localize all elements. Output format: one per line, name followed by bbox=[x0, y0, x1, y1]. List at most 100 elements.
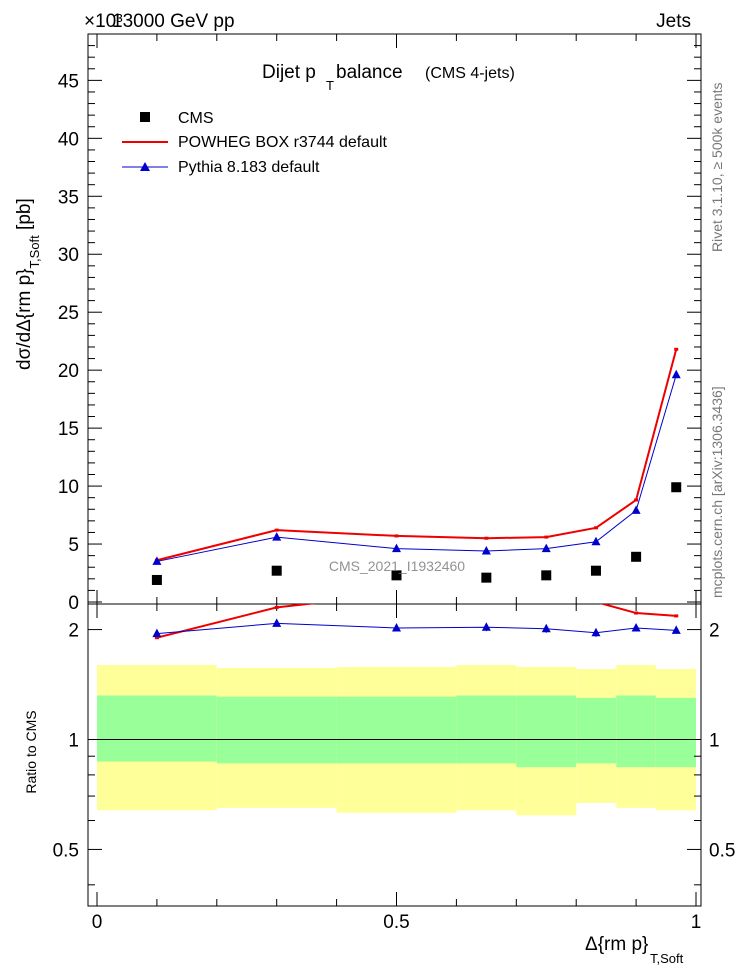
pythia-line bbox=[156, 374, 677, 562]
legend-label-cms: CMS bbox=[178, 110, 214, 127]
rivet-text: Rivet 3.1.10, ≥ 500k events bbox=[709, 82, 725, 252]
legend-marker-cms bbox=[140, 112, 150, 122]
cms-point-5 bbox=[590, 565, 601, 576]
xlabel-subscript: T,Soft bbox=[650, 951, 684, 966]
powheg-point-6 bbox=[634, 498, 639, 502]
pythia-point-1 bbox=[272, 532, 282, 541]
pythia-ratio-point-7 bbox=[671, 625, 681, 634]
ratio-plot-frame bbox=[87, 603, 702, 907]
chart-subtitle: (CMS 4-jets) bbox=[425, 65, 515, 82]
ylabel-main-text: dσ/dΔ{rm p} bbox=[14, 268, 35, 370]
band-inner-3 bbox=[456, 695, 517, 764]
pythia-ratio-point-2 bbox=[392, 622, 401, 632]
pythia-point-2 bbox=[392, 543, 401, 553]
x-tick-label-2: 1 bbox=[691, 912, 702, 933]
y-ratio-tick-label-right-2: 2 bbox=[709, 621, 720, 642]
y-main-tick-label-6: 30 bbox=[58, 245, 79, 266]
xlabel-text: Δ{rm p} bbox=[585, 934, 648, 955]
rivet-label: Rivet 3.1.10, ≥ 500k events bbox=[709, 82, 725, 252]
y-main-tick-label-3: 15 bbox=[58, 419, 79, 440]
powheg-point-7 bbox=[674, 347, 679, 351]
ratio-series bbox=[152, 586, 681, 640]
cms-point-3 bbox=[481, 572, 492, 583]
y-main-tick-label-4: 20 bbox=[58, 361, 79, 382]
x-tick-label-0: 0 bbox=[92, 912, 103, 933]
y-main-tick-label-2: 10 bbox=[58, 477, 79, 498]
cms-point-0 bbox=[151, 574, 162, 585]
pythia-point-4 bbox=[541, 543, 551, 553]
mcplots-text: mcplots.cern.ch [arXiv:1306.3436] bbox=[709, 386, 725, 598]
category-label: Jets bbox=[656, 11, 691, 32]
main-series bbox=[151, 347, 682, 585]
y-ratio-tick-label-right-1: 1 bbox=[709, 731, 720, 752]
title-subscript: T bbox=[326, 78, 334, 93]
powheg-ratio-point-1 bbox=[274, 605, 279, 609]
x-axis-label: Δ{rm p} T,Soft bbox=[585, 934, 684, 966]
y-main-tick-label-5: 25 bbox=[58, 303, 79, 324]
powheg-point-2 bbox=[394, 534, 399, 538]
powheg-point-3 bbox=[484, 536, 489, 540]
powheg-ratio-point-6 bbox=[634, 611, 639, 615]
powheg-point-5 bbox=[593, 526, 598, 530]
y-axis-label-ratio: Ratio to CMS bbox=[23, 710, 39, 793]
y-main-tick-label-1: 5 bbox=[68, 535, 79, 556]
y-main-tick-label-8: 40 bbox=[58, 129, 79, 150]
cms-point-7 bbox=[671, 482, 682, 493]
ylabel-main-unit: [pb] bbox=[14, 198, 35, 235]
powheg-ratio-line bbox=[156, 604, 677, 639]
energy-label: 13000 GeV pp bbox=[112, 11, 235, 32]
powheg-point-4 bbox=[544, 535, 549, 539]
cms-point-2 bbox=[391, 570, 402, 581]
powheg-ratio-point-0 bbox=[154, 636, 159, 640]
y-ratio-tick-label-left-2: 2 bbox=[68, 621, 79, 642]
y-axis-label-main: dσ/dΔ{rm p}T,Soft [pb] bbox=[14, 198, 42, 370]
pythia-point-0 bbox=[152, 556, 162, 565]
pythia-ratio-point-6 bbox=[631, 622, 641, 632]
powheg-point-1 bbox=[274, 528, 279, 532]
powheg-ratio-point-4 bbox=[544, 596, 548, 599]
band-inner-7 bbox=[655, 697, 696, 768]
y-main-tick-label-9: 45 bbox=[58, 71, 79, 92]
band-inner-1 bbox=[216, 696, 337, 764]
pythia-ratio-point-4 bbox=[541, 623, 551, 633]
pythia-point-7 bbox=[671, 369, 681, 379]
chart-title: Dijet p T balance (CMS 4-jets) bbox=[262, 62, 515, 93]
band-inner-4 bbox=[516, 695, 577, 768]
ylabel-ratio-text: Ratio to CMS bbox=[23, 710, 39, 793]
ylabel-main-subscript: T,Soft bbox=[27, 235, 42, 269]
powheg-line bbox=[156, 349, 678, 562]
cms-point-6 bbox=[631, 551, 642, 562]
legend-label-powheg: POWHEG BOX r3744 default bbox=[178, 134, 388, 151]
pythia-point-5 bbox=[591, 536, 601, 546]
y-ratio-tick-label-right-0: 0.5 bbox=[709, 840, 735, 861]
band-inner-6 bbox=[616, 695, 656, 768]
cms-point-1 bbox=[271, 565, 282, 576]
y-main-tick-label-7: 35 bbox=[58, 187, 79, 208]
powheg-ratio-point-3 bbox=[484, 586, 488, 589]
band-inner-0 bbox=[97, 695, 217, 762]
legend: CMS POWHEG BOX r3744 default Pythia 8.18… bbox=[122, 110, 388, 176]
pythia-point-6 bbox=[631, 505, 641, 514]
x-tick-label-1: 0.5 bbox=[383, 912, 409, 933]
legend-marker-pythia bbox=[140, 162, 150, 171]
cms-point-4 bbox=[541, 570, 552, 581]
band-inner-5 bbox=[576, 697, 617, 764]
legend-label-pythia: Pythia 8.183 default bbox=[178, 159, 320, 176]
mcplots-label: mcplots.cern.ch [arXiv:1306.3436] bbox=[709, 386, 725, 598]
analysis-watermark: CMS_2021_I1932460 bbox=[329, 558, 465, 574]
title-tail: balance bbox=[336, 62, 403, 83]
y-ratio-tick-label-left-0: 0.5 bbox=[53, 840, 79, 861]
pythia-ratio-point-3 bbox=[481, 622, 491, 631]
pythia-point-3 bbox=[481, 545, 491, 555]
ratio-series-clip bbox=[152, 586, 681, 640]
band-inner-2 bbox=[336, 696, 457, 764]
pythia-ratio-point-0 bbox=[152, 628, 162, 638]
pythia-ratio-line bbox=[156, 622, 677, 635]
pythia-ratio-point-1 bbox=[272, 618, 282, 627]
ratio-uncertainty-bands bbox=[97, 664, 696, 816]
svg-text:dσ/dΔ{rm p}T,Soft [pb]: dσ/dΔ{rm p}T,Soft [pb] bbox=[14, 198, 42, 370]
powheg-ratio-point-5 bbox=[594, 600, 598, 603]
powheg-ratio-point-7 bbox=[674, 614, 679, 618]
